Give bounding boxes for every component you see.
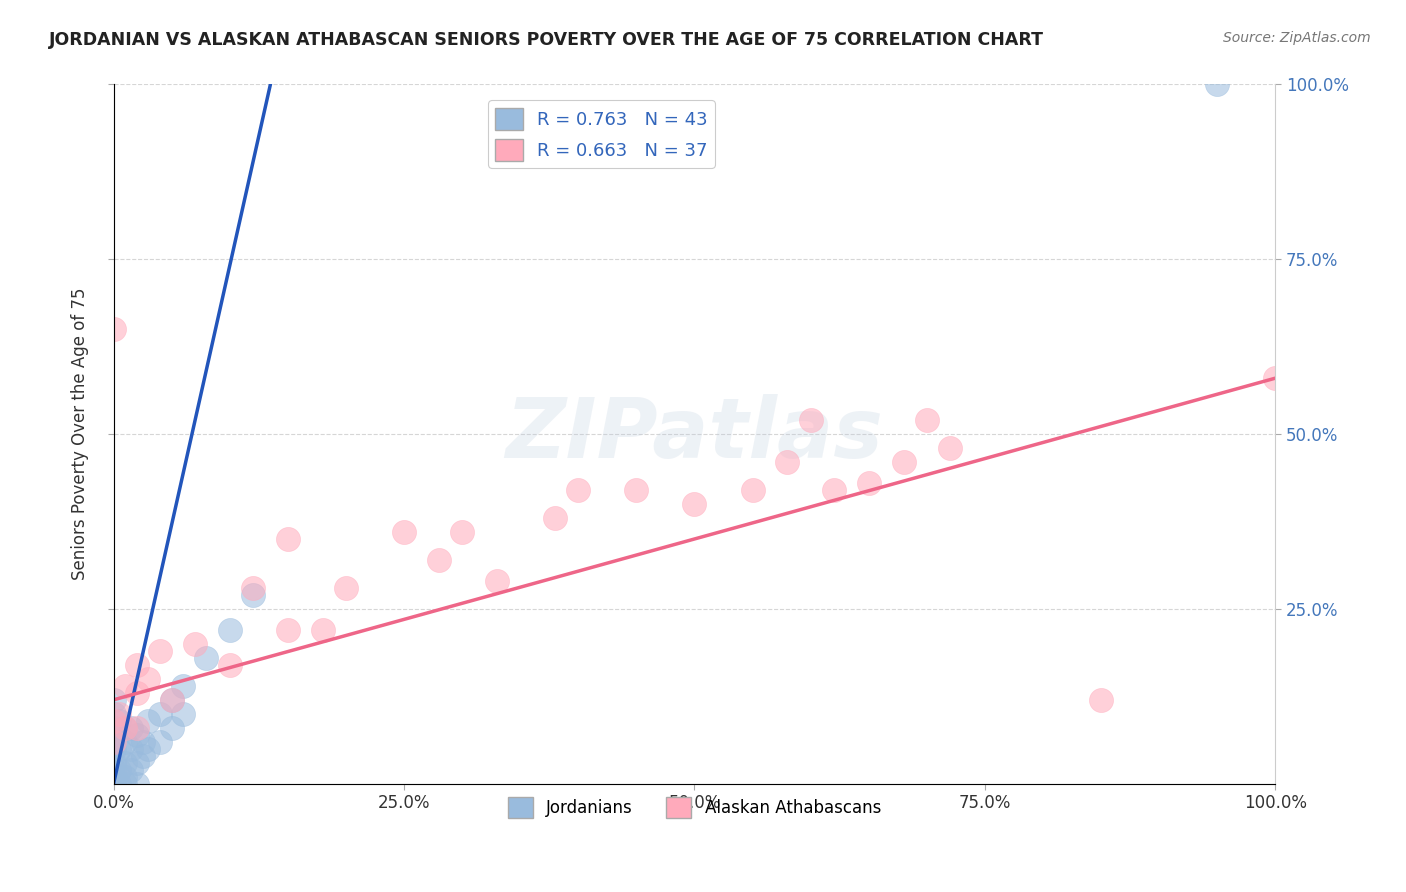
Point xyxy=(103,714,125,728)
Point xyxy=(160,693,183,707)
Point xyxy=(125,728,148,742)
Point xyxy=(312,623,335,637)
Text: ZIPatlas: ZIPatlas xyxy=(506,393,883,475)
Point xyxy=(184,637,207,651)
Point xyxy=(485,574,508,588)
Point xyxy=(195,651,218,665)
Point xyxy=(242,581,264,595)
Point xyxy=(823,483,845,497)
Point xyxy=(108,741,131,756)
Point xyxy=(103,763,125,777)
Point xyxy=(103,777,125,791)
Point xyxy=(120,763,142,777)
Point xyxy=(125,686,148,700)
Point xyxy=(800,413,823,427)
Point xyxy=(138,741,160,756)
Point xyxy=(103,721,125,735)
Point xyxy=(776,455,799,469)
Point xyxy=(108,763,131,777)
Legend: Jordanians, Alaskan Athabascans: Jordanians, Alaskan Athabascans xyxy=(502,790,887,824)
Point xyxy=(114,756,136,770)
Point xyxy=(131,748,153,763)
Point xyxy=(544,511,567,525)
Point xyxy=(1090,693,1112,707)
Point xyxy=(103,693,125,707)
Point xyxy=(567,483,589,497)
Text: Source: ZipAtlas.com: Source: ZipAtlas.com xyxy=(1223,31,1371,45)
Point xyxy=(114,721,136,735)
Point xyxy=(1264,371,1286,385)
Point xyxy=(218,623,240,637)
Point xyxy=(218,657,240,672)
Point xyxy=(103,777,125,791)
Point xyxy=(120,741,142,756)
Point xyxy=(125,777,148,791)
Point xyxy=(108,714,131,728)
Point xyxy=(427,553,450,567)
Point xyxy=(915,413,938,427)
Point xyxy=(108,706,131,721)
Point xyxy=(131,735,153,749)
Point xyxy=(893,455,915,469)
Point xyxy=(451,524,474,539)
Y-axis label: Seniors Poverty Over the Age of 75: Seniors Poverty Over the Age of 75 xyxy=(72,288,89,581)
Point xyxy=(103,735,125,749)
Point xyxy=(103,756,125,770)
Point xyxy=(103,322,125,336)
Point xyxy=(277,623,299,637)
Point xyxy=(114,679,136,693)
Point xyxy=(149,735,172,749)
Point xyxy=(114,777,136,791)
Point xyxy=(125,756,148,770)
Point xyxy=(149,644,172,658)
Point xyxy=(114,721,136,735)
Point xyxy=(939,441,962,455)
Point xyxy=(103,706,125,721)
Text: JORDANIAN VS ALASKAN ATHABASCAN SENIORS POVERTY OVER THE AGE OF 75 CORRELATION C: JORDANIAN VS ALASKAN ATHABASCAN SENIORS … xyxy=(49,31,1045,49)
Point xyxy=(103,741,125,756)
Point xyxy=(172,706,194,721)
Point xyxy=(125,657,148,672)
Point xyxy=(149,706,172,721)
Point xyxy=(242,588,264,602)
Point xyxy=(138,672,160,686)
Point xyxy=(172,679,194,693)
Point xyxy=(160,721,183,735)
Point xyxy=(114,770,136,784)
Point xyxy=(120,721,142,735)
Point xyxy=(1206,78,1229,92)
Point xyxy=(103,770,125,784)
Point xyxy=(108,777,131,791)
Point xyxy=(392,524,415,539)
Point xyxy=(125,721,148,735)
Point xyxy=(626,483,648,497)
Point xyxy=(277,532,299,546)
Point xyxy=(160,693,183,707)
Point xyxy=(683,497,706,511)
Point xyxy=(741,483,763,497)
Point xyxy=(335,581,357,595)
Point xyxy=(103,735,125,749)
Point xyxy=(138,714,160,728)
Point xyxy=(114,735,136,749)
Point xyxy=(858,476,880,491)
